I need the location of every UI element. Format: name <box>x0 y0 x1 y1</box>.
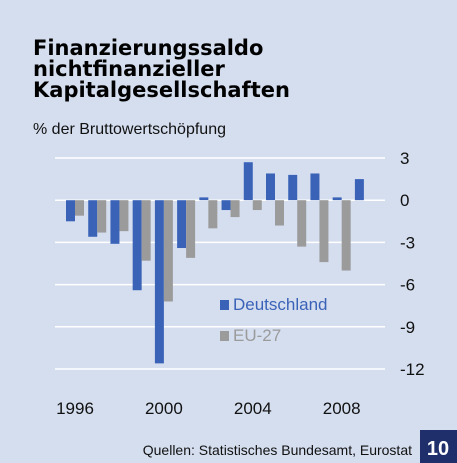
bar <box>297 200 307 247</box>
page-number: 10 <box>427 438 449 460</box>
bar <box>243 162 253 201</box>
bar <box>319 200 329 263</box>
x-tick-label: 1996 <box>56 399 94 418</box>
bar <box>186 200 196 258</box>
y-tick-label: -12 <box>400 360 425 379</box>
bar <box>208 200 218 229</box>
bar <box>97 200 107 233</box>
bar <box>354 179 364 201</box>
bar <box>66 200 75 222</box>
page-number-box <box>420 430 457 463</box>
y-tick-label: -9 <box>400 318 415 337</box>
bar <box>288 174 298 201</box>
chart-title: Kapitalgesellschaften <box>33 78 290 102</box>
bar <box>275 200 284 226</box>
x-tick-label: 2008 <box>323 399 361 418</box>
chart-title: nichtfinanzieller <box>33 57 226 81</box>
y-tick-label: -3 <box>400 233 415 252</box>
legend-label: Deutschland <box>233 295 328 314</box>
bar <box>119 200 129 232</box>
bar <box>163 200 173 302</box>
bar <box>230 200 240 218</box>
bar <box>199 197 209 201</box>
subtitle: % der Bruttowertschöpfung <box>33 121 226 138</box>
bar <box>141 200 151 261</box>
bar <box>75 200 84 216</box>
x-tick-label: 2000 <box>145 399 183 418</box>
x-tick-label: 2004 <box>234 399 272 418</box>
legend-swatch <box>220 331 229 341</box>
bar <box>341 200 351 271</box>
y-tick-label: 3 <box>400 149 409 168</box>
bar <box>88 200 98 237</box>
y-tick-label: -6 <box>400 276 415 295</box>
bar <box>132 200 142 291</box>
source: Quellen: Statistisches Bundesamt, Eurost… <box>143 442 412 458</box>
legend-swatch <box>220 300 229 310</box>
bar <box>154 200 164 364</box>
bar <box>110 200 120 244</box>
y-tick-label: 0 <box>400 191 409 210</box>
bar <box>266 173 275 201</box>
chart-title: Finanzierungssaldo <box>33 36 263 60</box>
bar <box>221 200 231 211</box>
bar <box>310 173 320 201</box>
bar <box>332 197 342 201</box>
bar <box>252 200 262 211</box>
legend-label: EU-27 <box>233 326 281 345</box>
bar <box>177 200 187 249</box>
